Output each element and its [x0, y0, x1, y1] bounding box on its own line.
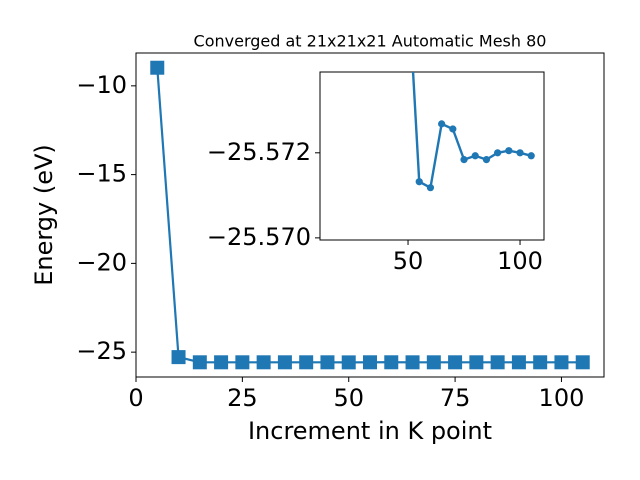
marker: [384, 355, 399, 370]
marker: [511, 355, 526, 370]
plot-area: [319, 71, 545, 241]
marker: [256, 355, 271, 370]
x-tick-label: 50: [333, 384, 364, 412]
marker: [426, 184, 435, 192]
chart-title: Converged at 21x21x21 Automatic Mesh 80: [194, 32, 547, 51]
marker: [415, 178, 423, 186]
marker: [438, 120, 446, 128]
plot-clip: [150, 60, 590, 370]
marker: [277, 355, 292, 370]
marker: [505, 147, 513, 155]
marker: [341, 355, 356, 370]
plot-clip: [411, 72, 535, 192]
marker: [449, 125, 457, 133]
marker: [575, 355, 590, 370]
x-tick-label: 75: [440, 384, 471, 412]
marker: [533, 355, 548, 370]
x-tick-label: 100: [497, 247, 543, 275]
x-tick-label: 25: [227, 384, 258, 412]
y-tick-label: −10: [76, 71, 127, 99]
marker: [150, 60, 165, 75]
marker: [494, 149, 502, 157]
marker: [448, 355, 463, 370]
marker: [214, 355, 229, 370]
marker: [405, 355, 420, 370]
marker: [460, 156, 468, 164]
x-tick-label: 0: [128, 384, 143, 412]
marker: [482, 156, 491, 164]
marker: [320, 355, 335, 370]
marker: [527, 152, 535, 160]
x-tick-label: 50: [393, 247, 424, 275]
marker: [171, 350, 186, 365]
marker: [554, 355, 569, 370]
marker: [516, 149, 524, 157]
y-tick-label: −25: [76, 337, 127, 365]
marker: [469, 355, 484, 370]
y-tick-label: −25.572: [207, 138, 311, 166]
x-axis-label: Increment in K point: [248, 417, 492, 445]
y-tick-label: −15: [76, 160, 127, 188]
marker: [426, 355, 441, 370]
marker: [363, 355, 377, 370]
y-axis-label: Energy (eV): [30, 144, 58, 286]
y-tick-label: −25.570: [207, 223, 311, 251]
y-tick-label: −20: [76, 248, 127, 276]
marker: [490, 355, 505, 370]
marker: [235, 355, 250, 370]
x-tick-label: 100: [539, 384, 585, 412]
marker: [471, 152, 479, 160]
marker: [299, 355, 314, 370]
marker: [192, 355, 207, 370]
